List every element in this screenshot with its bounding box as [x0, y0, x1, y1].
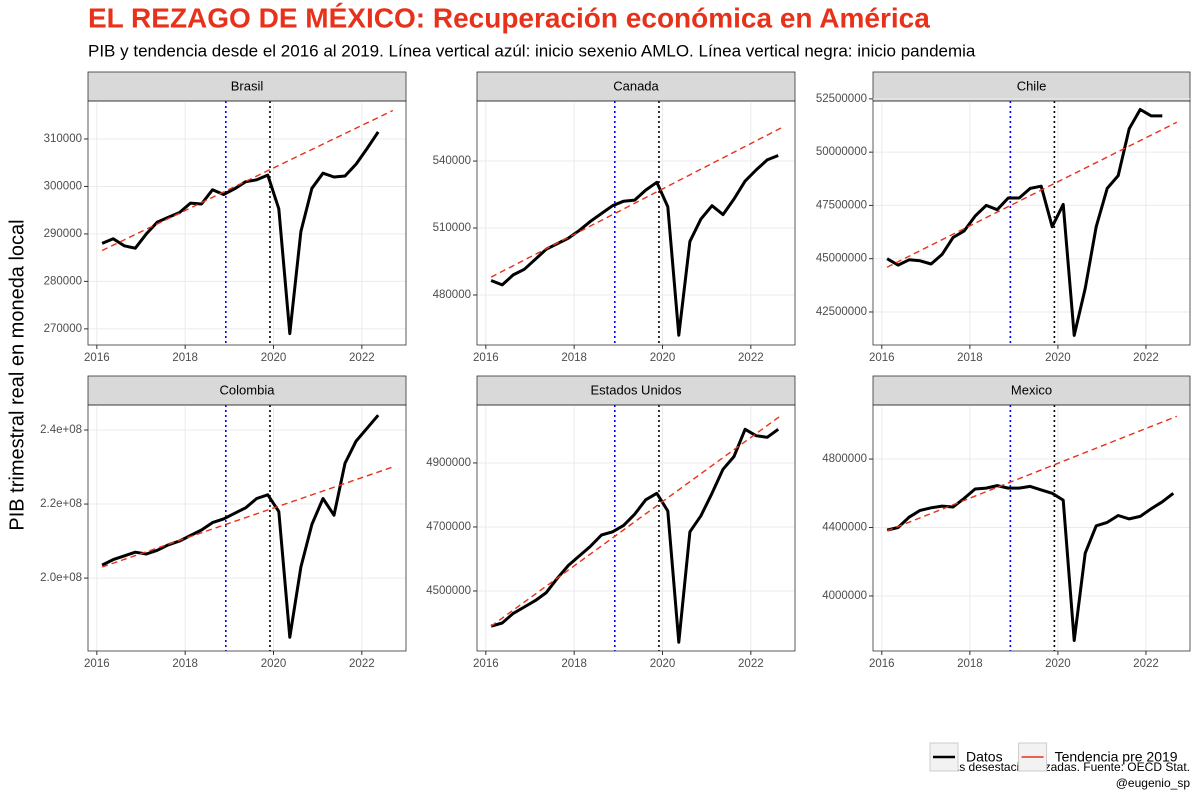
y-tick-label: 2.4e+08: [40, 424, 82, 436]
y-tick-label: 2.2e+08: [40, 498, 82, 510]
y-tick-label: 510000: [433, 222, 471, 234]
trend-line: [101, 109, 394, 252]
y-tick-label: 480000: [433, 289, 471, 301]
y-tick-label: 42500000: [816, 306, 867, 318]
x-tick-label: 2016: [473, 658, 499, 670]
panel-title: Colombia: [220, 382, 276, 397]
y-tick-label: 300000: [44, 180, 82, 192]
chart-title: EL REZAGO DE MÉXICO: Recuperación económ…: [88, 2, 930, 33]
x-tick-label: 2020: [261, 658, 287, 670]
x-tick-label: 2018: [172, 658, 198, 670]
y-tick-label: 310000: [44, 133, 82, 145]
trend-line: [490, 126, 783, 278]
panel-border: [872, 404, 1191, 652]
x-tick-label: 2022: [738, 352, 764, 364]
x-tick-label: 2018: [957, 658, 983, 670]
x-tick-label: 2016: [473, 352, 499, 364]
y-tick-label: 270000: [44, 323, 82, 335]
chart-subtitle: PIB y tendencia desde el 2016 al 2019. L…: [88, 41, 976, 60]
x-tick-label: 2016: [869, 658, 895, 670]
legend-label: Tendencia pre 2019: [1055, 749, 1178, 765]
strip: [87, 375, 407, 406]
panel-background: [88, 405, 406, 651]
y-axis-label: PIB trimestral real en moneda local: [6, 219, 28, 530]
x-tick-label: 2022: [738, 658, 764, 670]
x-tick-label: 2022: [1133, 352, 1159, 364]
panel-background: [477, 405, 795, 651]
panel-title: Canada: [613, 78, 659, 93]
trend-line: [886, 121, 1178, 268]
panel-background: [88, 101, 406, 345]
trend-line: [101, 466, 394, 568]
data-line: [886, 108, 1163, 337]
strip: [87, 71, 407, 102]
trend-line: [886, 415, 1178, 532]
panel-border: [872, 100, 1191, 346]
strip: [476, 375, 796, 406]
y-tick-label: 4800000: [822, 453, 867, 465]
data-line: [886, 484, 1175, 642]
panel-border: [476, 404, 796, 652]
panel-title: Mexico: [1011, 382, 1052, 397]
x-tick-label: 2018: [561, 352, 587, 364]
y-tick-label: 4700000: [426, 521, 471, 533]
caption: Cifras desestacionalizadas. Fuente: OECD…: [934, 760, 1190, 774]
y-tick-label: 4000000: [822, 590, 867, 602]
x-tick-label: 2022: [1133, 658, 1159, 670]
y-tick-label: 280000: [44, 275, 82, 287]
panel-title: Estados Unidos: [590, 382, 682, 397]
x-tick-label: 2018: [957, 352, 983, 364]
y-tick-label: 4900000: [426, 457, 471, 469]
panel-title: Brasil: [231, 78, 264, 93]
strip: [476, 71, 796, 102]
x-tick-label: 2022: [349, 658, 375, 670]
x-tick-label: 2016: [84, 658, 110, 670]
y-tick-label: 52500000: [816, 93, 867, 105]
panel-border: [476, 100, 796, 346]
strip: [872, 375, 1191, 406]
y-tick-label: 47500000: [816, 199, 867, 211]
data-line: [101, 131, 380, 336]
data-line: [101, 414, 380, 639]
x-tick-label: 2022: [349, 352, 375, 364]
panel-border: [87, 404, 407, 652]
y-tick-label: 45000000: [816, 253, 867, 265]
x-tick-label: 2020: [261, 352, 287, 364]
y-tick-label: 2.0e+08: [40, 572, 82, 584]
x-tick-label: 2020: [650, 658, 676, 670]
x-tick-label: 2020: [650, 352, 676, 364]
caption: @eugenio_sp: [1116, 776, 1191, 790]
x-tick-label: 2020: [1045, 658, 1071, 670]
x-tick-label: 2016: [84, 352, 110, 364]
x-tick-label: 2018: [172, 352, 198, 364]
panel-border: [87, 100, 407, 346]
panel-title: Chile: [1017, 78, 1047, 93]
panel-background: [873, 101, 1190, 345]
data-line: [490, 154, 779, 337]
y-tick-label: 4400000: [822, 522, 867, 534]
panel-background: [477, 101, 795, 345]
y-tick-label: 50000000: [816, 146, 867, 158]
y-tick-label: 290000: [44, 228, 82, 240]
strip: [872, 71, 1191, 102]
x-tick-label: 2018: [561, 658, 587, 670]
data-line: [490, 427, 780, 644]
x-tick-label: 2016: [869, 352, 895, 364]
x-tick-label: 2020: [1045, 352, 1071, 364]
legend-label: Datos: [966, 749, 1003, 765]
y-tick-label: 540000: [433, 155, 471, 167]
y-tick-label: 4500000: [426, 585, 471, 597]
